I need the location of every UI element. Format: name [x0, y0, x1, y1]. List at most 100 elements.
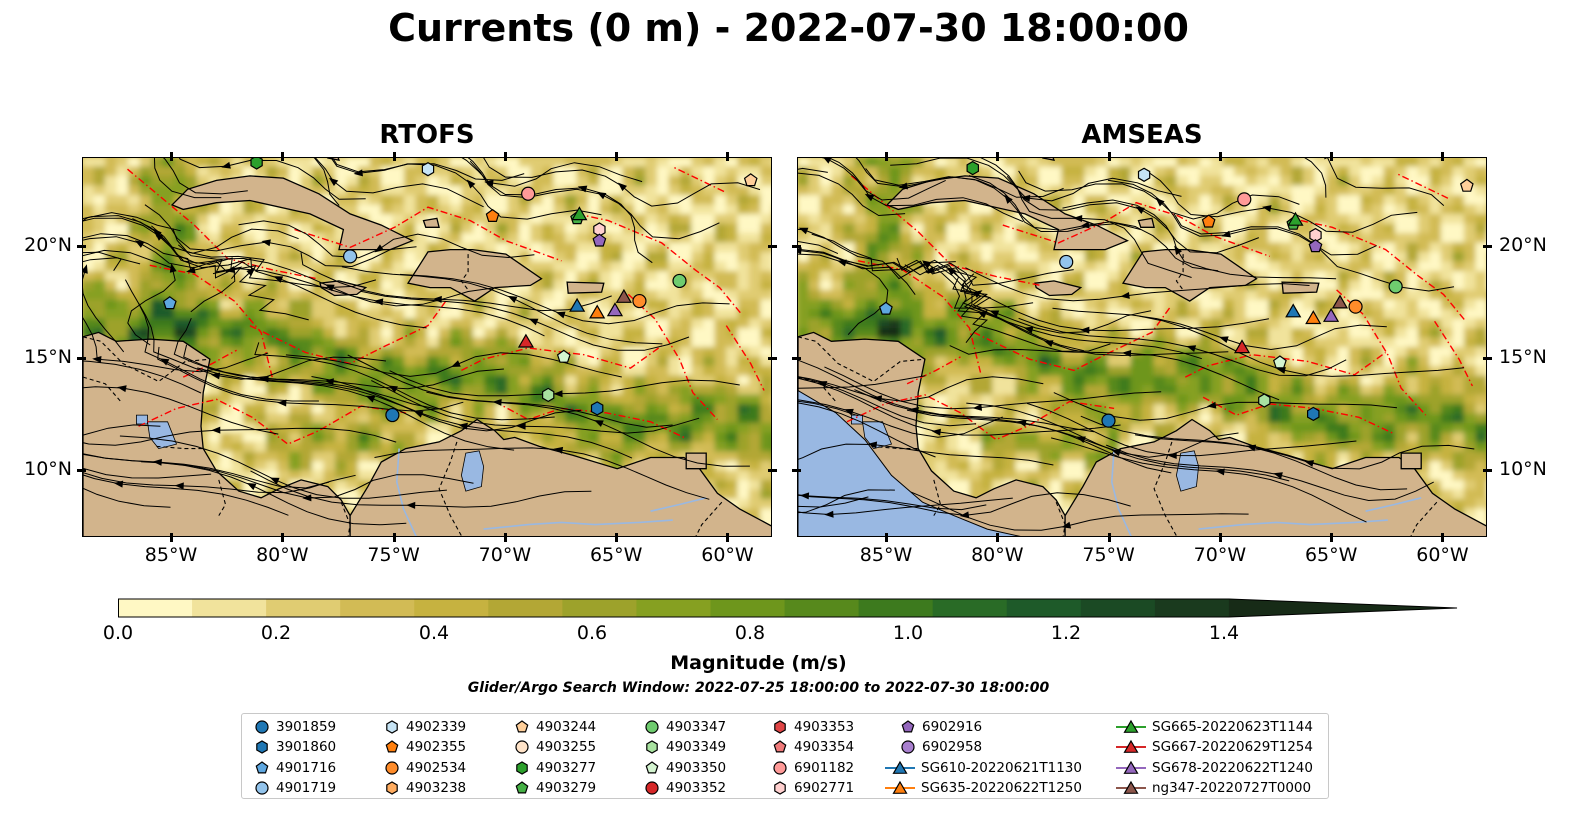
lon-tick-mark: [996, 152, 1000, 161]
circle-icon: [645, 719, 659, 734]
hexagon-icon: [386, 719, 398, 734]
legend-label: SG678-20220622T1240: [1152, 759, 1313, 776]
platform-marker-4902534[interactable]: [632, 293, 647, 309]
lon-tick-label: 80°W: [971, 544, 1024, 566]
platform-marker-4901716[interactable]: [162, 296, 177, 310]
lon-tick-mark: [615, 533, 619, 542]
legend-label: 6902916: [922, 718, 983, 735]
lon-tick-mark: [503, 152, 507, 161]
pentagon-icon: [645, 760, 659, 773]
colorbar-label: Magnitude (m/s): [670, 652, 847, 674]
platform-marker-SG635-20220622T1250[interactable]: [1305, 310, 1322, 325]
platform-marker-SG635-20220622T1250[interactable]: [589, 304, 606, 319]
platform-marker-4903277[interactable]: [966, 160, 979, 176]
lon-tick-mark: [170, 533, 174, 542]
pentagon-icon: [515, 781, 529, 794]
platform-marker-4902339[interactable]: [1137, 167, 1151, 182]
platform-marker-4903244[interactable]: [743, 173, 758, 187]
colorbar-tick-label: 0.0: [102, 622, 134, 644]
lon-tick-mark: [1107, 152, 1111, 161]
hexagon-icon: [646, 740, 658, 754]
legend-item-SG667-20220629T1254: SG667-20220629T1254: [1116, 738, 1313, 757]
platform-marker-4901716[interactable]: [878, 301, 893, 315]
platform-marker-4902355[interactable]: [485, 208, 500, 223]
colorbar-tick-label: 1.0: [892, 622, 924, 644]
lat-tick-mark: [768, 468, 777, 472]
hexagon-icon: [774, 719, 786, 734]
platform-marker-3901860[interactable]: [590, 401, 604, 416]
platform-marker-SG610-20220621T1130[interactable]: [1285, 303, 1302, 318]
platform-marker-6902916[interactable]: [592, 233, 607, 247]
lon-tick-mark: [503, 533, 507, 542]
legend-label: SG665-20220623T1144: [1152, 718, 1313, 735]
lat-tick-mark: [1483, 468, 1492, 472]
platform-marker-6902771[interactable]: [593, 222, 606, 237]
lat-tick-mark: [1483, 245, 1492, 249]
rtofs-map[interactable]: [82, 157, 772, 537]
platform-marker-4903349[interactable]: [1258, 393, 1271, 408]
lon-tick-label: 80°W: [256, 544, 309, 566]
platform-marker-4903350[interactable]: [1272, 355, 1287, 369]
platform-marker-6902916[interactable]: [1308, 239, 1323, 253]
platform-marker-4902534[interactable]: [1348, 299, 1363, 314]
lat-tick-label: 20°N: [1499, 234, 1547, 257]
platform-marker-4903347[interactable]: [672, 273, 687, 289]
platform-marker-4903350[interactable]: [556, 349, 571, 363]
legend-label: 4903350: [666, 759, 727, 776]
legend-item-4903347: 4903347: [644, 717, 726, 736]
colorbar-tick-label: 0.2: [260, 622, 292, 644]
platform-marker-4901719[interactable]: [342, 249, 358, 264]
pentagon-icon: [901, 719, 915, 732]
lat-tick-mark: [768, 245, 777, 249]
platform-marker-ng347-20220727T0000[interactable]: [615, 288, 632, 303]
pentagon-icon: [773, 740, 787, 753]
platform-marker-4902339[interactable]: [421, 162, 435, 177]
legend-item-4903354: 4903354: [772, 738, 854, 757]
circle-icon: [385, 760, 399, 775]
platform-marker-6901182[interactable]: [521, 186, 536, 201]
platform-marker-4903347[interactable]: [1388, 279, 1403, 294]
legend-item-4903279: 4903279: [514, 779, 596, 798]
lon-tick-mark: [615, 152, 619, 161]
figure-title: Currents (0 m) - 2022-07-30 18:00:00: [388, 6, 1189, 50]
platform-marker-6902771[interactable]: [1309, 227, 1322, 243]
legend-label: 4903238: [406, 780, 467, 796]
platform-marker-3901860[interactable]: [1307, 406, 1320, 422]
amseas-map[interactable]: [797, 157, 1487, 537]
platform-marker-SG665-20220623T1144[interactable]: [1287, 211, 1304, 226]
legend-label: 4903255: [536, 739, 597, 755]
pentagon-icon: [255, 760, 269, 773]
platform-marker-SG665-20220623T1144[interactable]: [571, 206, 588, 221]
platform-marker-SG678-20220622T1240[interactable]: [606, 302, 624, 317]
platform-marker-4902355[interactable]: [1201, 214, 1216, 228]
lat-tick-label: 15°N: [24, 346, 72, 369]
platform-marker-6901182[interactable]: [1237, 192, 1252, 207]
lat-tick-label: 15°N: [1499, 346, 1547, 369]
platform-marker-4901719[interactable]: [1059, 254, 1074, 270]
platform-marker-SG678-20220622T1240[interactable]: [1322, 307, 1340, 322]
lon-tick-mark: [1330, 152, 1334, 161]
platform-marker-4903277[interactable]: [250, 158, 263, 170]
lon-tick-label: 85°W: [144, 544, 198, 566]
platform-marker-ng347-20220727T0000[interactable]: [1331, 294, 1349, 309]
platform-marker-4903349[interactable]: [542, 387, 555, 403]
lon-tick-label: 65°W: [1304, 544, 1358, 566]
legend-item-4903352: 4903352: [644, 779, 726, 798]
platform-marker-3901859[interactable]: [385, 407, 400, 423]
platform-marker-4903244[interactable]: [1459, 178, 1474, 192]
lat-tick-mark: [77, 468, 86, 472]
legend-item-6902771: 6902771: [772, 779, 854, 798]
pentagon-icon: [385, 740, 399, 753]
legend-label: 4903354: [794, 739, 855, 755]
platform-legend: 3901859 3901860 4901716 4901719 4902339 49023…: [241, 713, 1329, 799]
platform-marker-SG610-20220621T1130[interactable]: [569, 297, 586, 312]
legend-label: 4903244: [536, 718, 597, 735]
legend-item-4903238: 4903238: [384, 779, 466, 798]
platform-marker-3901859[interactable]: [1101, 413, 1116, 428]
lon-tick-mark: [1218, 533, 1222, 542]
lon-tick-label: 60°W: [1416, 544, 1469, 566]
platform-marker-SG667-20220629T1254[interactable]: [1233, 339, 1251, 354]
lon-tick-mark: [996, 533, 1000, 542]
platform-marker-SG667-20220629T1254[interactable]: [517, 333, 535, 348]
legend-item-ng347-20220727T0000: ng347-20220727T0000: [1116, 779, 1311, 798]
